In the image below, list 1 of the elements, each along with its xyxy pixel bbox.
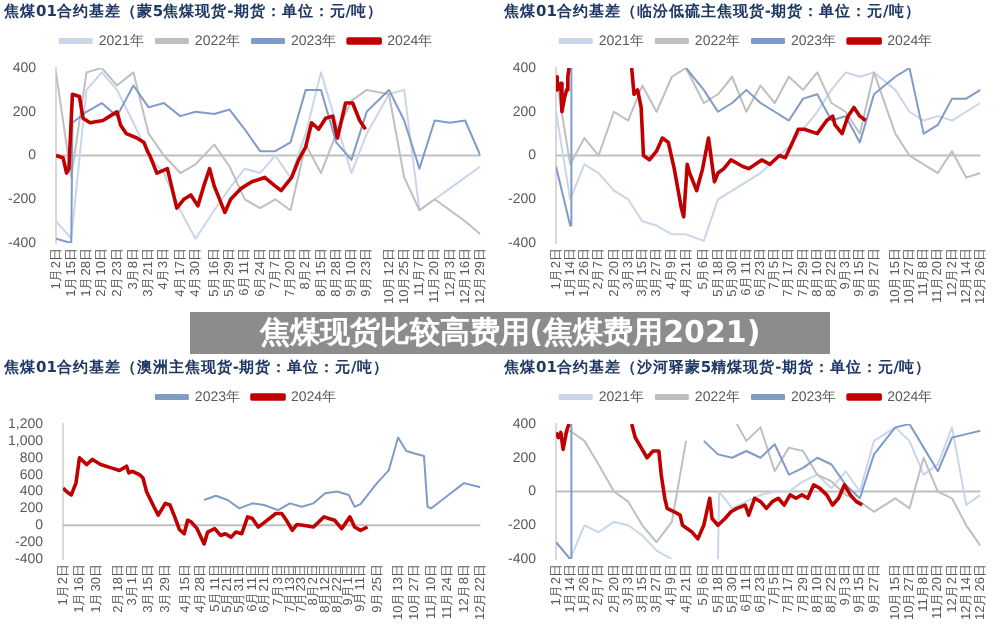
text: 焦煤现货比较高费用(焦煤费用2021) xyxy=(190,312,830,354)
